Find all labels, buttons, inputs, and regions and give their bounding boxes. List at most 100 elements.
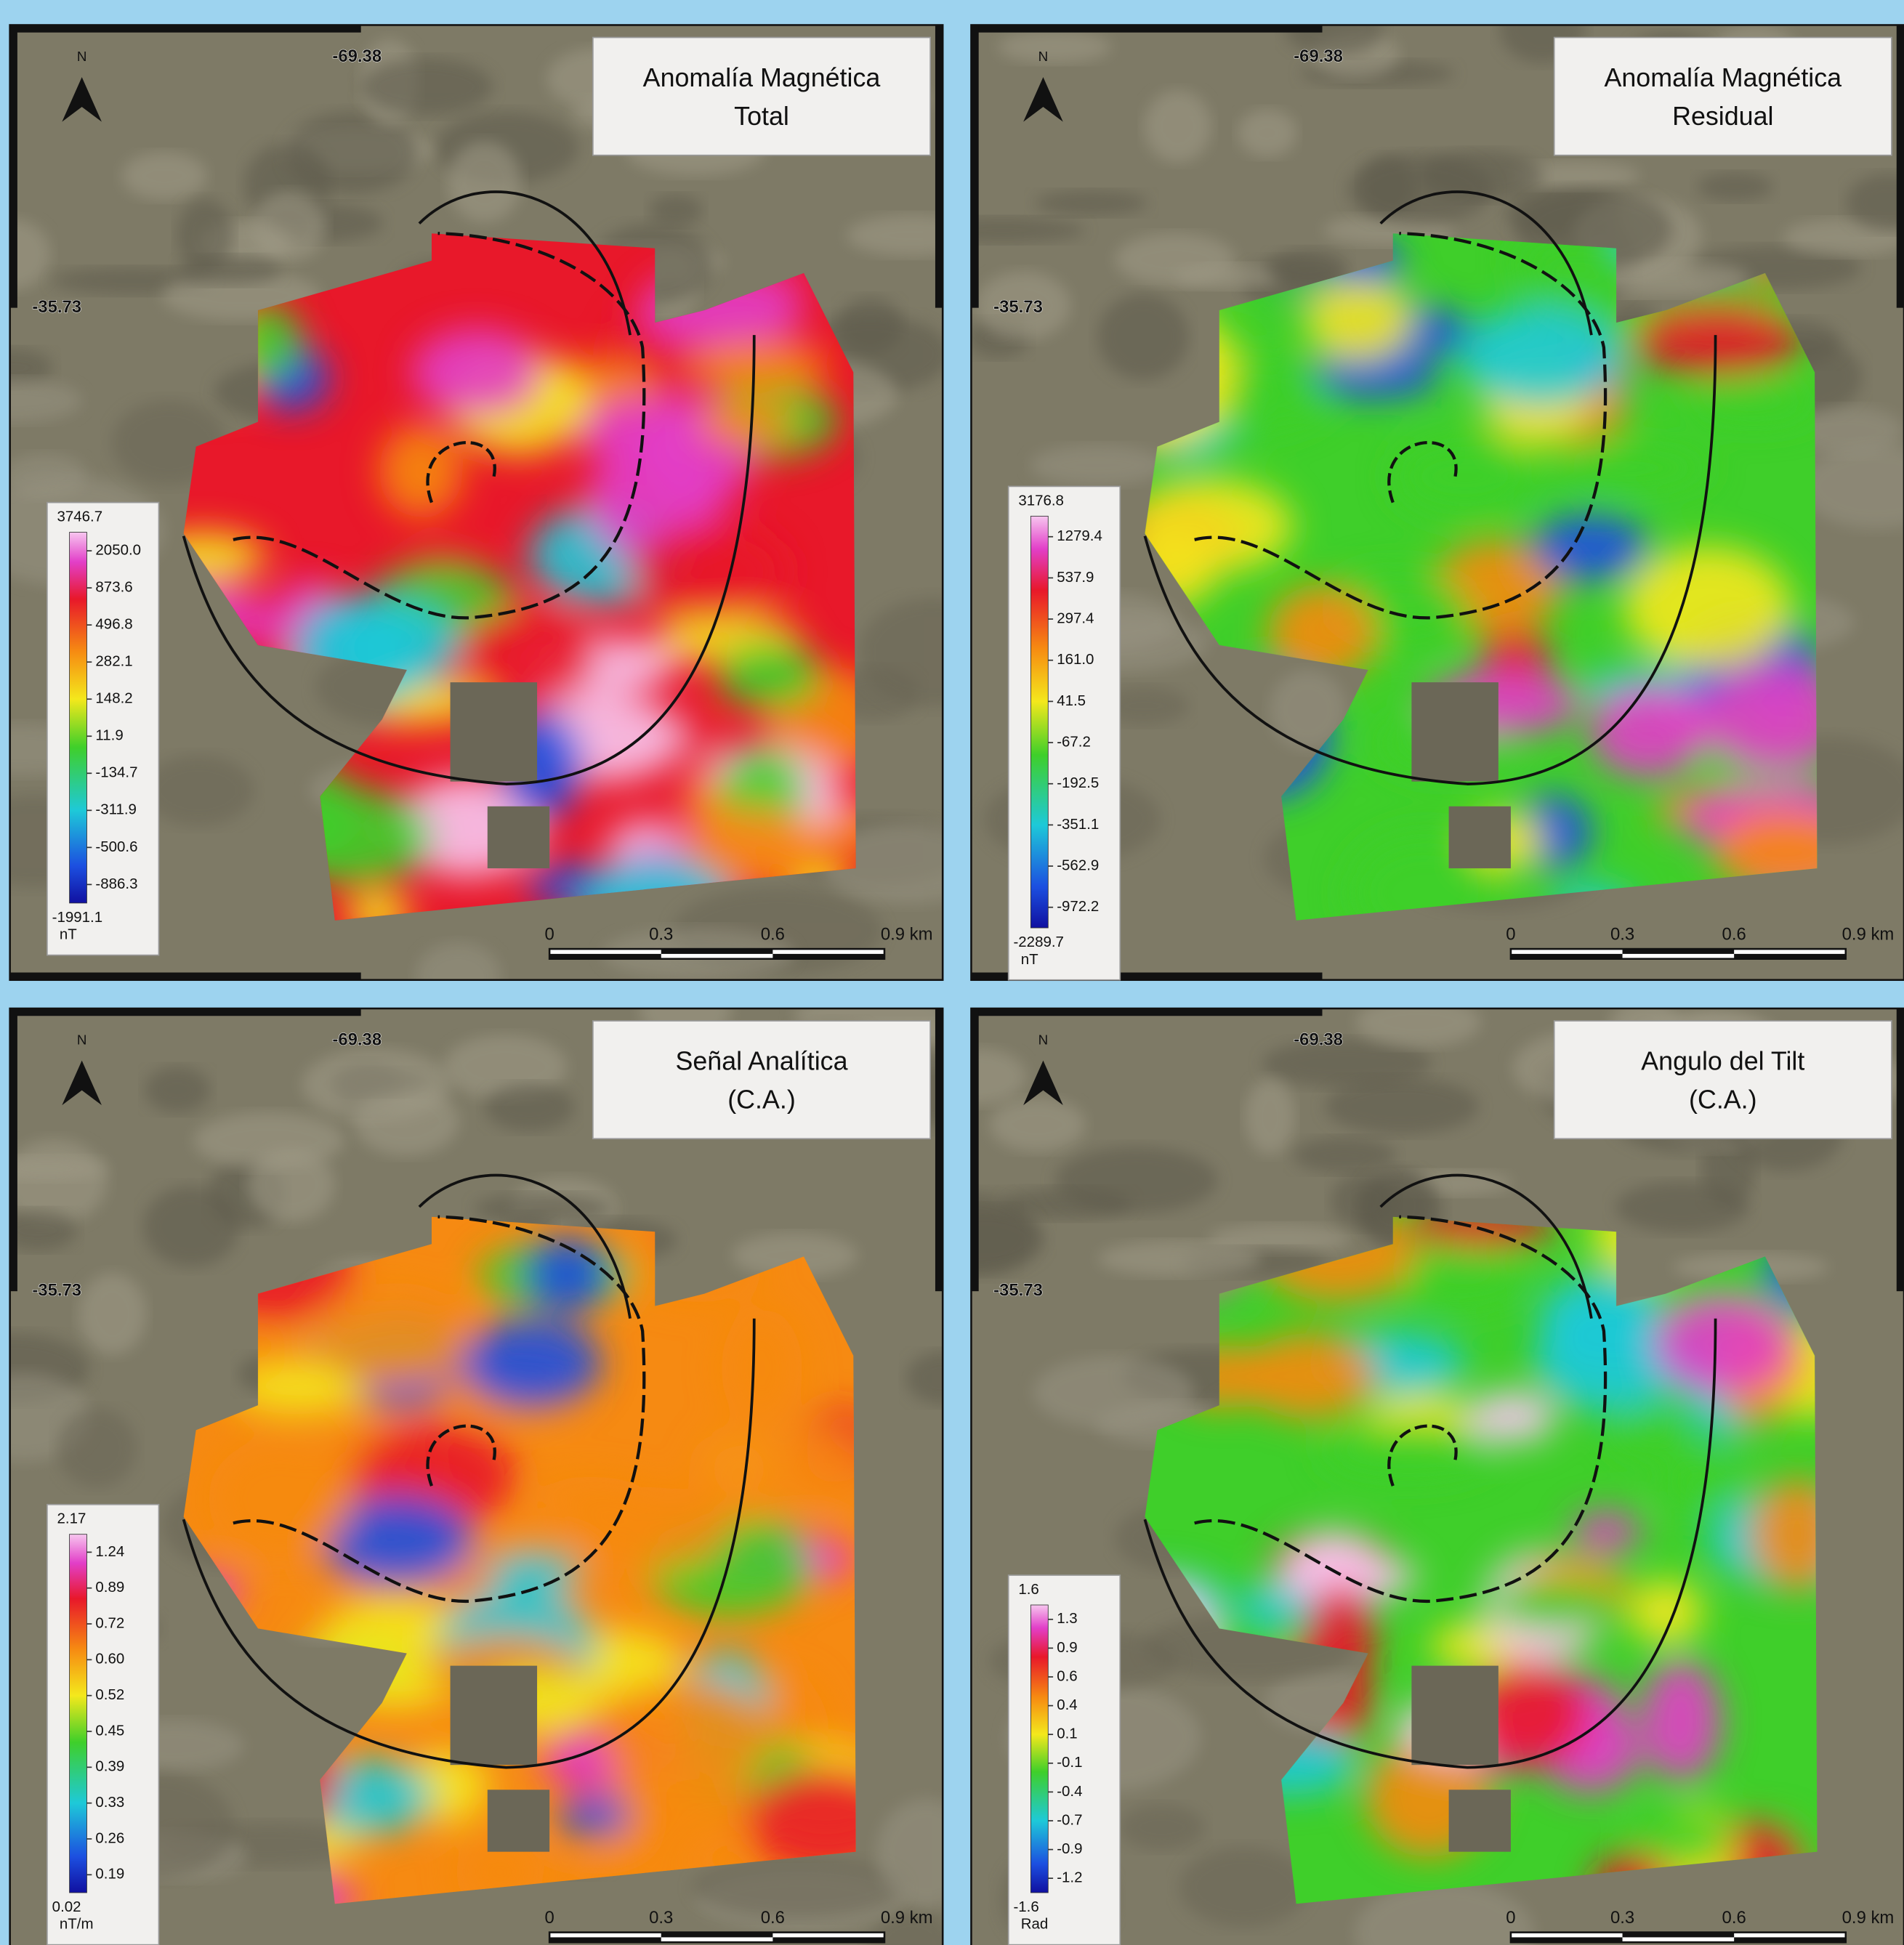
terrain [1033,1356,1194,1428]
scale-label: 0.6 [761,1908,785,1928]
latitude-label: -35.73 [993,297,1043,317]
north-label: N [77,49,87,64]
data-gap [488,806,549,868]
scale-label: 0.9 km [1842,1908,1895,1928]
terrain [932,1048,1027,1105]
terrain [2,1139,107,1224]
scale-bar-segment [1623,1933,1735,1938]
frame-bar [971,1008,1322,1016]
scale-bar-segment [549,1937,661,1942]
longitude-label: -69.38 [332,1030,382,1050]
anomaly-blob [1653,1294,1791,1393]
data-gap [451,682,537,782]
legend-label: -0.1 [1057,1754,1082,1771]
anomaly-blob [1572,1512,1642,1551]
anomaly-blob [1305,280,1412,361]
scale-label: 0 [1506,925,1515,945]
legend-label: -0.7 [1057,1811,1082,1828]
terrain [285,112,417,194]
legend-label: 0.45 [95,1722,124,1739]
scale-bar-segment [1511,954,1623,959]
legend-label: -192.5 [1057,775,1099,791]
scale-label: 0.3 [1610,925,1634,945]
frame-bar [1897,1008,1904,1291]
data-gap [1449,806,1511,868]
terrain [990,1098,1085,1152]
legend-label: 1.3 [1057,1610,1077,1627]
frame-bar [10,1008,361,1016]
anomaly-blob [1468,1391,1556,1443]
latitude-label: -35.73 [32,1280,81,1300]
terrain [1238,109,1296,157]
terrain [360,58,492,116]
anomaly-blob [576,398,717,464]
legend-min: -1.6 [1013,1899,1038,1915]
north-label: N [1038,1032,1049,1047]
frame-bar [971,1008,978,1291]
north-label: N [1038,49,1049,64]
anomaly-blob [1553,448,1711,487]
legend-label: 0.9 [1057,1639,1077,1656]
color-bar [1030,1605,1048,1893]
scale-bar-segment [661,1933,773,1938]
color-bar [1030,516,1048,928]
anomaly-blob [1613,1407,1688,1453]
scale-label: 0.9 km [881,1908,933,1928]
terrain [1174,264,1282,288]
terrain [178,256,281,286]
legend-max: 3176.8 [1018,492,1064,509]
legend-max: 1.6 [1018,1581,1038,1598]
terrain [1118,1804,1204,1851]
legend-label: 496.8 [95,616,132,633]
legend-label: 161.0 [1057,651,1094,668]
anomaly-blob [1531,514,1649,581]
terrain [122,153,207,200]
terrain [1325,1078,1479,1135]
terrain [1697,172,1772,201]
anomaly-blob [379,424,463,517]
scale-label: 0.3 [1610,1908,1634,1928]
scale-bar-segment [1511,1937,1623,1942]
frame-bar [10,973,361,980]
terrain [1097,294,1189,380]
terrain [1145,90,1211,162]
terrain [693,1856,905,1918]
terrain [1035,190,1147,216]
anomaly-blob [1460,307,1621,407]
anomaly-blob [556,1796,630,1837]
data-gap [451,1666,537,1766]
legend-label: 0.1 [1057,1726,1077,1742]
scale-label: 0 [544,925,554,945]
title: Total [734,102,789,131]
legend-label: 0.19 [95,1866,124,1883]
legend-label: 0.33 [95,1794,124,1811]
scale-label: 0 [1506,1908,1515,1928]
title-box [593,38,930,155]
title: Angulo del Tilt [1641,1047,1804,1076]
terrain [1356,997,1481,1048]
scale-label: 0.3 [649,925,673,945]
longitude-label: -69.38 [1294,1030,1343,1050]
figure: N-69.38-35.73Anomalía MagnéticaTotal3746… [0,0,1904,1945]
legend-label: 0.60 [95,1651,124,1667]
terrain [1245,1079,1295,1155]
color-bar [70,1534,87,1893]
anomaly-blob [1640,1659,1721,1782]
legend-label: 873.6 [95,579,132,596]
legend-label: -311.9 [95,801,137,818]
scale-bar-segment [661,949,773,954]
data-gap [1411,1666,1498,1766]
scale-bar-segment [549,954,661,959]
legend-label: 1.24 [95,1543,124,1560]
terrain [57,1408,136,1487]
legend-label: 1279.4 [1057,527,1102,544]
legend-min: 0.02 [52,1899,81,1915]
legend-label: -562.9 [1057,857,1099,873]
anomaly-blob [717,642,822,709]
title: Anomalía Magnética [1604,63,1842,92]
terrain [302,1048,451,1120]
legend-label: -500.6 [95,838,137,855]
anomaly-blob [487,1551,581,1592]
